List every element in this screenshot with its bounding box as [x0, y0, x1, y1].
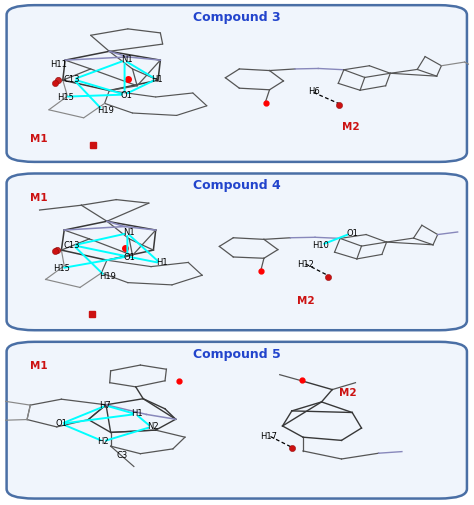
- Text: H11: H11: [50, 61, 67, 69]
- Text: O1: O1: [346, 229, 358, 238]
- Text: N1: N1: [120, 56, 132, 64]
- Text: H19: H19: [100, 272, 116, 281]
- Text: O1: O1: [55, 419, 67, 428]
- Text: Compound 3: Compound 3: [193, 11, 281, 24]
- Text: H15: H15: [57, 93, 73, 102]
- FancyBboxPatch shape: [7, 5, 467, 162]
- Text: H6: H6: [308, 87, 319, 96]
- FancyBboxPatch shape: [7, 342, 467, 498]
- Text: O1: O1: [120, 91, 132, 100]
- Text: H15: H15: [53, 264, 70, 273]
- Text: O1: O1: [123, 253, 135, 262]
- Text: M2: M2: [341, 122, 359, 132]
- Text: Compound 4: Compound 4: [193, 179, 281, 192]
- Text: H1: H1: [151, 75, 163, 84]
- Text: H12: H12: [297, 260, 314, 269]
- Text: M2: M2: [297, 296, 315, 306]
- FancyBboxPatch shape: [7, 174, 467, 330]
- Text: H7: H7: [99, 400, 110, 410]
- Text: C13: C13: [64, 75, 81, 84]
- Text: C13: C13: [64, 241, 81, 250]
- Text: N1: N1: [123, 228, 135, 237]
- Text: M1: M1: [30, 134, 48, 144]
- Text: H17: H17: [260, 432, 277, 441]
- Text: H10: H10: [312, 241, 329, 250]
- Text: N2: N2: [146, 422, 158, 431]
- Text: H1: H1: [156, 259, 168, 268]
- Text: H2: H2: [97, 437, 109, 446]
- Text: Compound 5: Compound 5: [193, 348, 281, 361]
- Text: M2: M2: [339, 388, 357, 398]
- Text: C3: C3: [116, 451, 128, 460]
- Text: H1: H1: [131, 409, 143, 418]
- Text: M1: M1: [30, 193, 48, 203]
- Text: H19: H19: [98, 106, 114, 115]
- Text: M1: M1: [30, 362, 48, 371]
